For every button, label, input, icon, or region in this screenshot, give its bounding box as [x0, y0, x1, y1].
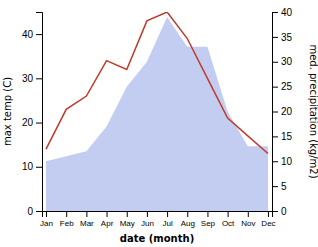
tick: 10 — [272, 156, 293, 167]
tick: 0 — [27, 206, 42, 217]
tick-label: 10 — [22, 161, 34, 172]
tick-mark — [272, 12, 278, 13]
tick-label: Jun — [141, 219, 154, 228]
area — [46, 17, 268, 211]
x-axis: Jan Feb Mar Apr May Jun Jul Aug Sep Oct Nov Dec — [40, 211, 276, 228]
tick: Jul — [162, 211, 172, 228]
tick: Jan — [40, 211, 53, 228]
tick-label: 10 — [281, 156, 293, 167]
tick-mark — [167, 211, 168, 217]
tick-label: Mar — [80, 219, 94, 228]
tick: 40 — [272, 7, 293, 18]
tick-mark — [36, 167, 42, 168]
tick-mark — [272, 37, 278, 38]
tick-mark — [127, 211, 128, 217]
tick: Mar — [80, 211, 94, 228]
tick: 25 — [272, 81, 293, 92]
y-axis: 0 10 20 30 40 — [22, 13, 43, 217]
tick-label: Oct — [222, 219, 235, 228]
tick: Oct — [222, 211, 235, 228]
plot: Jan Feb Mar Apr May Jun Jul Aug Sep Oct Nov Dec 0 10 2… — [22, 7, 293, 228]
tick-mark — [36, 34, 42, 35]
y2-axis: 0 5 10 15 20 25 30 35 40 — [272, 7, 293, 217]
axis-line — [36, 13, 43, 212]
tick: Sep — [201, 211, 216, 228]
tick-label: Jul — [162, 219, 172, 228]
tick-mark — [86, 211, 87, 217]
tick-label: Aug — [181, 219, 195, 228]
tick-label: 15 — [281, 131, 293, 142]
axis-line — [43, 212, 273, 218]
tick-label: Feb — [60, 219, 74, 228]
tick-label: 30 — [281, 56, 293, 67]
tick-label: Nov — [241, 219, 255, 228]
tick-label: Jan — [40, 219, 53, 228]
tick-mark — [228, 211, 229, 217]
tick: Dec — [261, 211, 275, 228]
tick-label: 5 — [281, 181, 287, 192]
tick-label: 0 — [27, 206, 33, 217]
tick: Jun — [141, 211, 154, 228]
tick-label: Dec — [261, 219, 275, 228]
tick: 30 — [22, 73, 42, 84]
tick: 0 — [272, 206, 287, 217]
tick-mark — [272, 87, 278, 88]
tick-mark — [272, 211, 278, 212]
tick: Feb — [60, 211, 74, 228]
tick-label: 40 — [281, 7, 293, 18]
tick-mark — [147, 211, 148, 217]
tick-label: May — [120, 219, 135, 228]
tick: 5 — [272, 181, 287, 192]
tick: 20 — [272, 106, 293, 117]
tick: Aug — [181, 211, 195, 228]
tick-label: 25 — [281, 81, 293, 92]
tick-mark — [66, 211, 67, 217]
tick-mark — [268, 211, 269, 217]
tick: 30 — [272, 56, 293, 67]
tick-label: 20 — [22, 117, 34, 128]
tick-mark — [272, 136, 278, 137]
y-axis-title: max temp (C) — [2, 77, 13, 146]
tick-mark — [272, 62, 278, 63]
tick-label: Apr — [101, 219, 114, 228]
tick-label: 30 — [22, 73, 34, 84]
tick-mark — [36, 211, 42, 212]
tick-mark — [272, 112, 278, 113]
line — [46, 12, 268, 154]
tick-mark — [272, 161, 278, 162]
tick-label: 40 — [22, 29, 34, 40]
axis-line — [273, 13, 279, 212]
tick: 20 — [22, 117, 42, 128]
marks — [46, 12, 268, 211]
tick-label: Sep — [201, 219, 216, 228]
tick: 35 — [272, 32, 293, 43]
tick-mark — [207, 211, 208, 217]
tick-mark — [107, 211, 108, 217]
tick: Apr — [101, 211, 114, 228]
y2-axis-title: med. precipitation (kg/m2) — [308, 44, 318, 178]
tick-mark — [46, 211, 47, 217]
chart: Jan Feb Mar Apr May Jun Jul Aug Sep Oct Nov Dec 0 10 2… — [0, 0, 318, 247]
tick-mark — [248, 211, 249, 217]
tick-mark — [187, 211, 188, 217]
tick-label: 20 — [281, 106, 293, 117]
tick: 10 — [22, 161, 42, 172]
tick: 40 — [22, 29, 42, 40]
tick-label: 35 — [281, 32, 293, 43]
tick-mark — [36, 123, 42, 124]
x-axis-title: date (month) — [120, 233, 194, 244]
tick: Nov — [241, 211, 255, 228]
tick: 15 — [272, 131, 293, 142]
tick-mark — [272, 186, 278, 187]
tick-mark — [36, 78, 42, 79]
tick: May — [120, 211, 135, 228]
tick-label: 0 — [281, 206, 287, 217]
